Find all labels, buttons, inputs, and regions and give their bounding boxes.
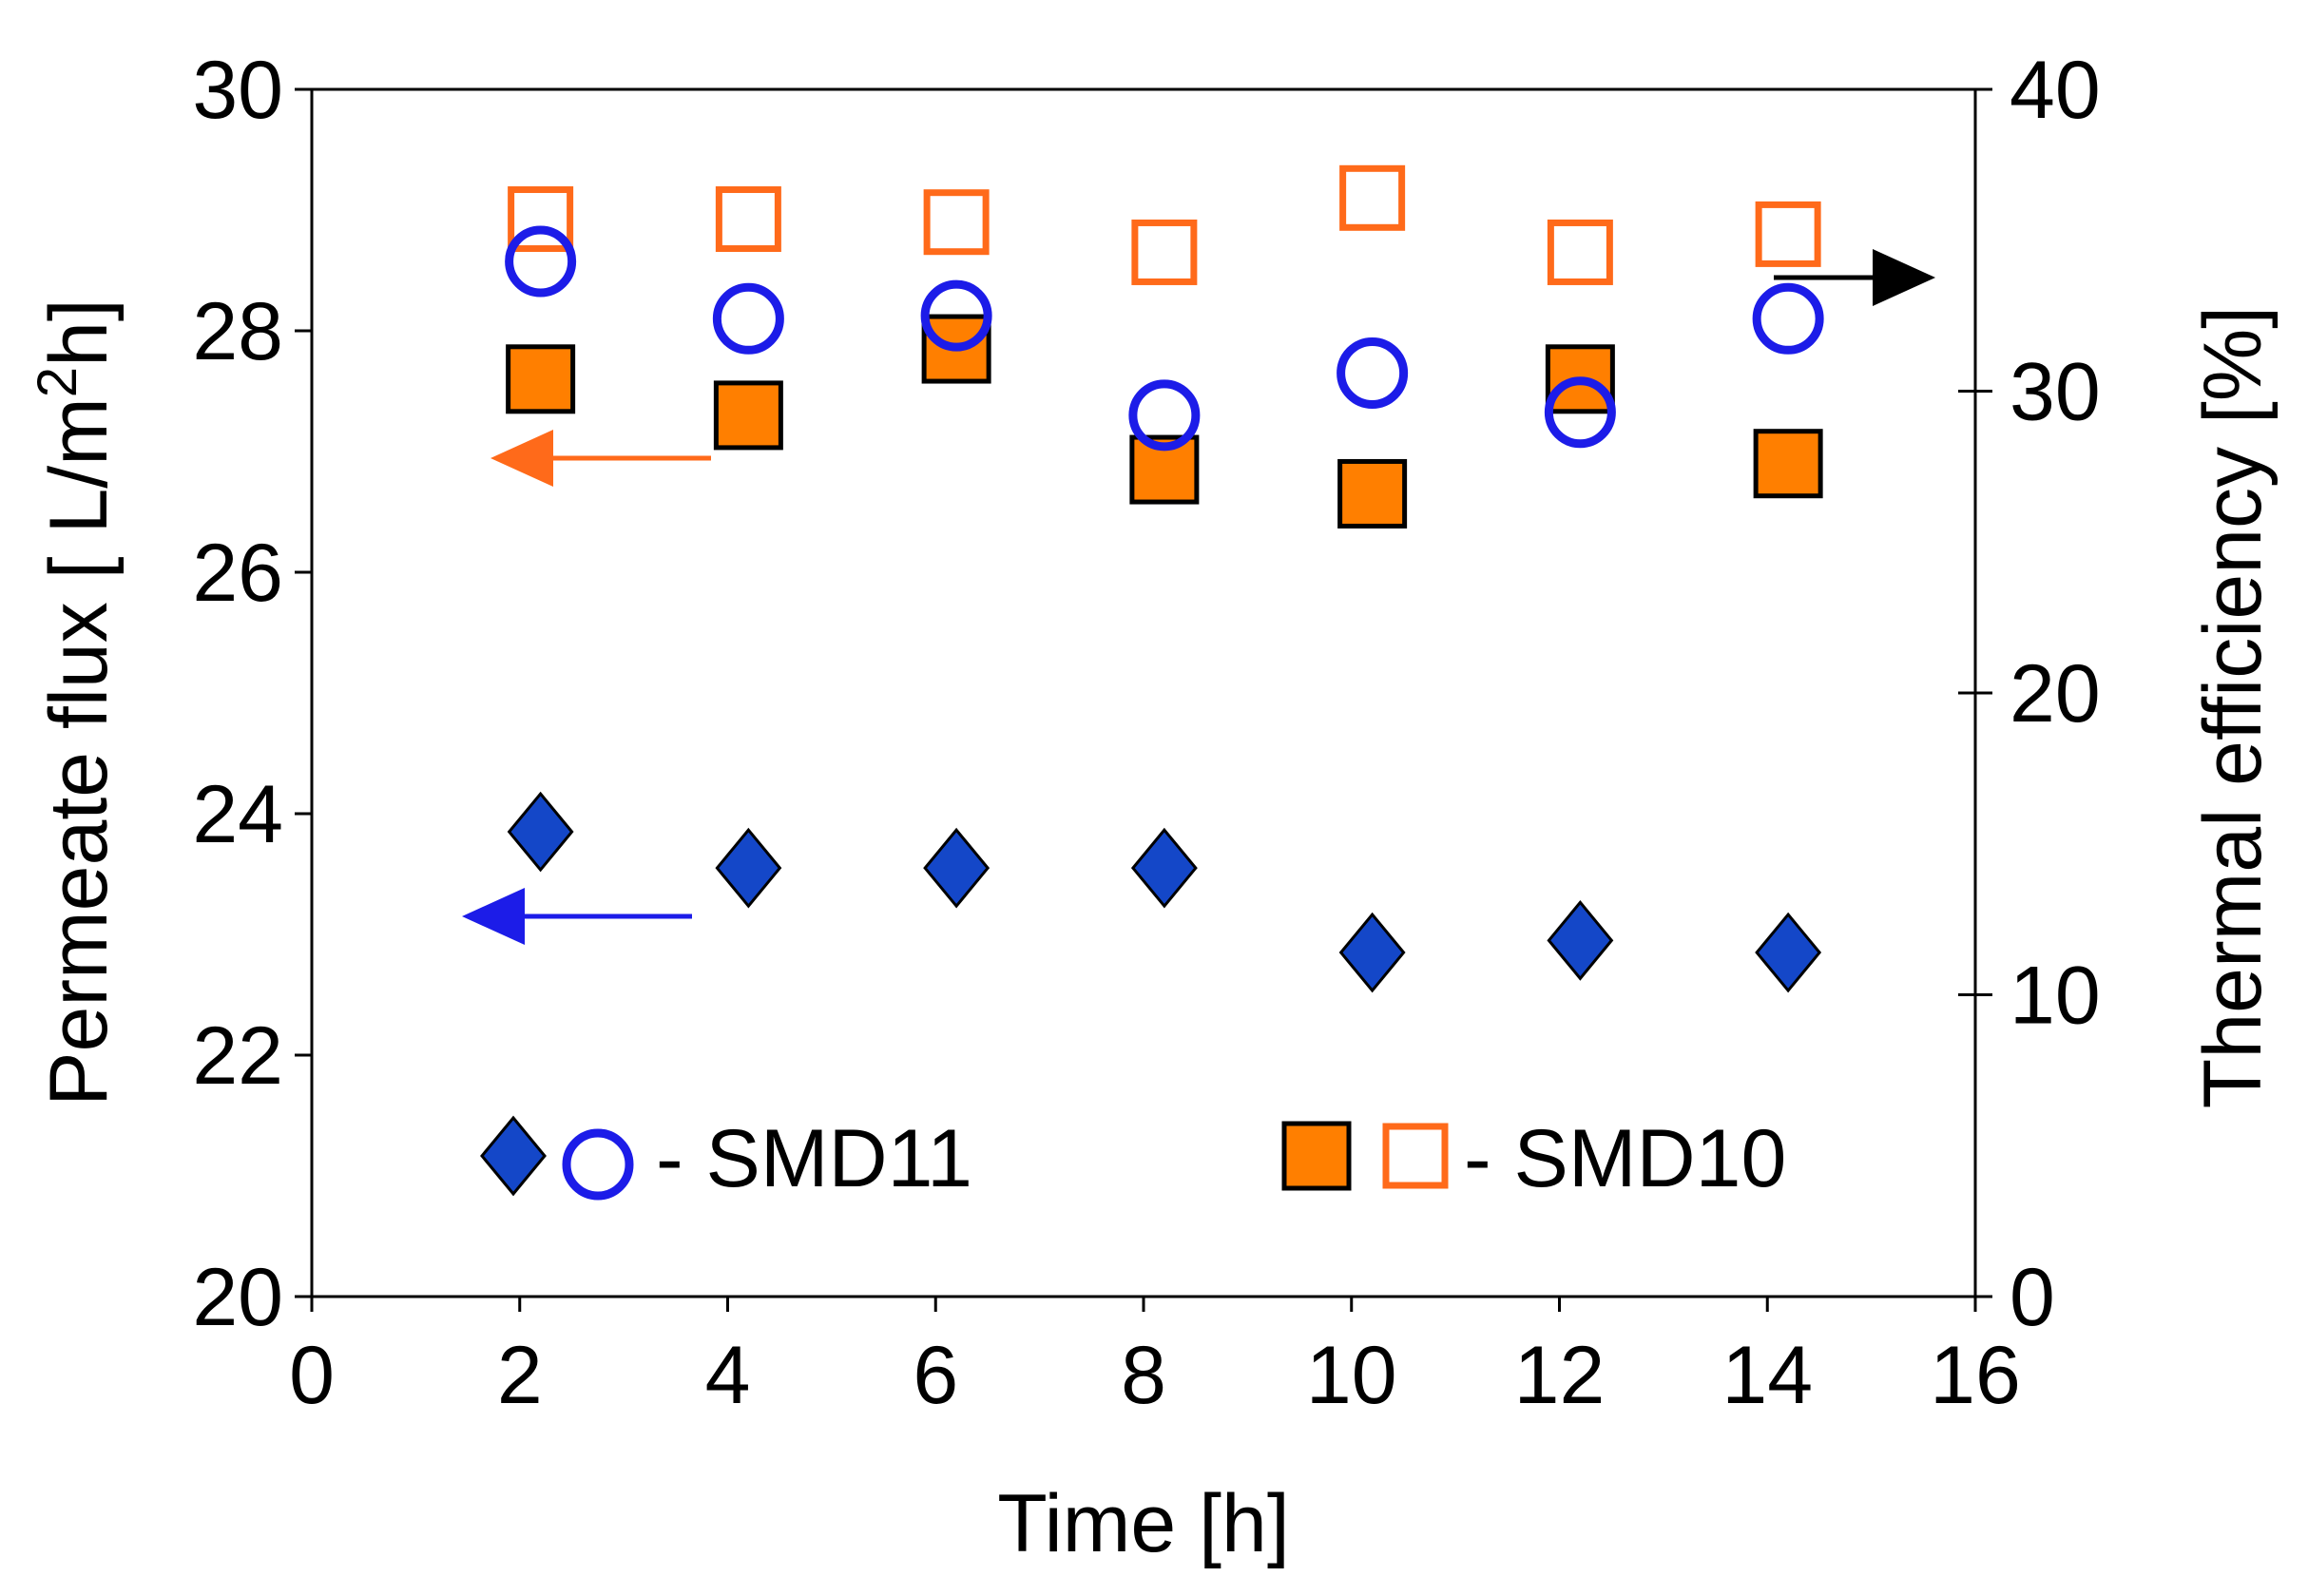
smd10-permeate-flux-point bbox=[713, 380, 783, 451]
smd11-permeate-flux-point bbox=[1130, 827, 1198, 909]
smd10-thermal-efficiency-point bbox=[715, 186, 781, 253]
y2-tick-label: 20 bbox=[2010, 648, 2101, 740]
y-tick-label: 28 bbox=[192, 286, 283, 377]
y-tick-label: 24 bbox=[192, 769, 283, 860]
x-tick-label: 12 bbox=[1514, 1330, 1606, 1421]
smd11-thermal-efficiency-point bbox=[1752, 282, 1824, 355]
y-axis-title-prefix: Permeate flux [ L/m bbox=[33, 397, 125, 1106]
smd10-thermal-efficiency-point bbox=[1547, 219, 1613, 285]
smd11-permeate-flux-point bbox=[1338, 912, 1406, 993]
legend-open-square-marker bbox=[1382, 1123, 1449, 1189]
y-axis-title-superscript: 2 bbox=[27, 367, 88, 397]
legend-filled-square-marker bbox=[1281, 1121, 1352, 1191]
x-tick-label: 8 bbox=[1121, 1330, 1166, 1421]
y-axis-title-suffix: h] bbox=[33, 298, 125, 367]
smd10-permeate-flux-point bbox=[1753, 429, 1823, 499]
x-tick-label: 0 bbox=[289, 1330, 335, 1421]
smd11-permeate-flux-point bbox=[1755, 912, 1822, 993]
y-axis-title: Permeate flux [ L/m2h] bbox=[27, 298, 125, 1106]
smd11-flux-arrow-left bbox=[462, 888, 692, 945]
smd10-thermal-efficiency-point bbox=[1339, 164, 1406, 231]
y-tick-label: 22 bbox=[192, 1010, 283, 1102]
data-marks bbox=[505, 164, 1824, 993]
legend-circle-marker bbox=[562, 1128, 634, 1201]
smd10-permeate-flux-point bbox=[1337, 458, 1408, 529]
y2-tick-label: 30 bbox=[2010, 347, 2101, 438]
smd11-thermal-efficiency-point bbox=[505, 225, 577, 298]
x-tick-label: 14 bbox=[1721, 1330, 1813, 1421]
x-tick-label: 16 bbox=[1930, 1330, 2021, 1421]
y-tick-label: 30 bbox=[192, 45, 283, 136]
x-axis-title: Time [h] bbox=[997, 1478, 1289, 1569]
legend-label-smd10: - SMD10 bbox=[1464, 1113, 1786, 1204]
y2-tick-label: 10 bbox=[2010, 951, 2101, 1042]
smd10-thermal-efficiency-point bbox=[1131, 219, 1198, 285]
efficiency-arrow-right bbox=[1774, 249, 1935, 306]
smd10-flux-arrow-left bbox=[490, 430, 711, 487]
smd10-thermal-efficiency-point bbox=[923, 189, 990, 256]
smd11-thermal-efficiency-point bbox=[1544, 376, 1616, 449]
smd11-permeate-flux-point bbox=[1547, 899, 1614, 981]
x-tick-label: 2 bbox=[497, 1330, 543, 1421]
smd10-thermal-efficiency-point bbox=[1755, 201, 1821, 267]
annotation-arrows bbox=[462, 249, 1935, 945]
y2-tick-label: 0 bbox=[2010, 1252, 2055, 1343]
y-tick-label: 20 bbox=[192, 1252, 283, 1343]
x-tick-label: 10 bbox=[1306, 1330, 1397, 1421]
y2-tick-label: 40 bbox=[2010, 45, 2101, 136]
smd10-permeate-flux-point bbox=[506, 344, 576, 414]
smd11-permeate-flux-point bbox=[507, 791, 574, 873]
smd11-thermal-efficiency-point bbox=[920, 279, 992, 352]
y2-axis-title: Thermal efficiency [%] bbox=[2187, 306, 2279, 1108]
legend: - SMD11 - SMD10 bbox=[480, 1113, 1786, 1204]
smd11-thermal-efficiency-point bbox=[1337, 337, 1409, 409]
smd11-thermal-efficiency-point bbox=[1128, 379, 1201, 452]
smd11-permeate-flux-point bbox=[923, 827, 991, 909]
y-tick-label: 26 bbox=[192, 528, 283, 619]
x-tick-label: 6 bbox=[913, 1330, 958, 1421]
smd10-thermal-efficiency-point bbox=[508, 186, 574, 253]
smd11-thermal-efficiency-point bbox=[712, 282, 784, 355]
legend-diamond-marker bbox=[480, 1115, 547, 1197]
legend-label-smd11: - SMD11 bbox=[656, 1113, 972, 1204]
smd11-permeate-flux-point bbox=[715, 827, 782, 909]
x-tick-label: 4 bbox=[705, 1330, 751, 1421]
